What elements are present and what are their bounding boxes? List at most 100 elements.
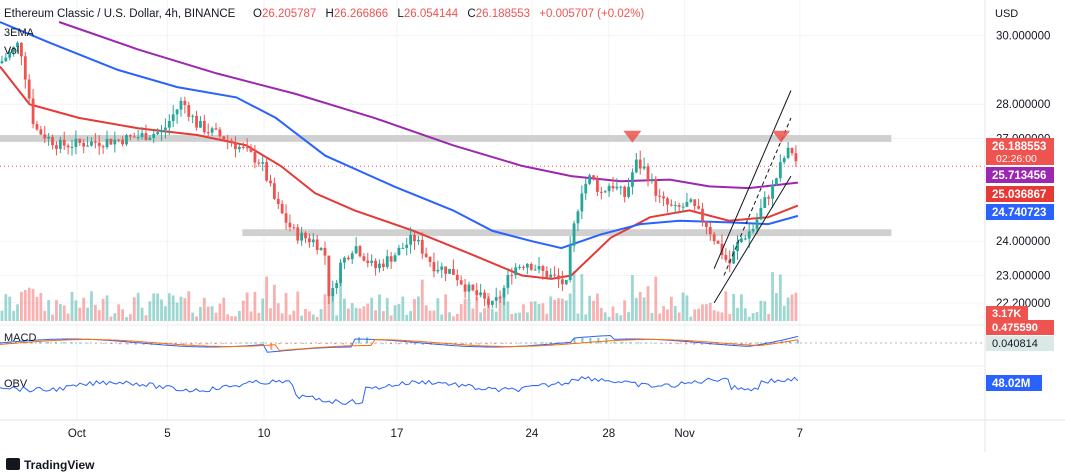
macd-hist-bar <box>158 343 161 345</box>
macd-hist-bar <box>573 338 576 344</box>
candle-body <box>743 238 747 240</box>
volume-bar <box>782 305 786 321</box>
volume-bar <box>346 308 350 321</box>
candle-body <box>483 292 486 299</box>
candle-body <box>794 153 798 162</box>
volume-bar <box>420 279 424 321</box>
candle-body <box>304 232 307 239</box>
channel-upper-line <box>713 90 792 269</box>
candle-body <box>311 239 315 243</box>
volume-bar <box>354 307 358 321</box>
macd-hist-bar <box>397 343 400 345</box>
candle-body <box>459 280 463 285</box>
candle-body <box>697 206 701 209</box>
macd-hist-bar <box>677 343 680 345</box>
candle-body <box>167 121 171 128</box>
candle-body <box>627 186 630 197</box>
volume-bar <box>156 293 160 321</box>
volume-bar <box>78 307 82 321</box>
candle-layer <box>0 41 798 309</box>
candle-body <box>370 260 374 263</box>
candle-body <box>615 186 619 189</box>
candle-body <box>490 300 494 305</box>
candle-body <box>638 159 642 169</box>
macd-label[interactable]: MACD <box>4 332 36 344</box>
volume-bar <box>634 297 638 321</box>
volume-bar <box>47 300 51 321</box>
volume-bar <box>751 313 755 321</box>
ema-line-ema-mid <box>0 21 799 250</box>
volume-bar <box>230 316 233 321</box>
candle-body <box>724 255 728 260</box>
tradingview-logo[interactable]: TradingView <box>6 458 95 472</box>
candle-body <box>704 221 708 227</box>
volume-bar <box>564 300 568 321</box>
volume-bar <box>471 308 475 321</box>
macd-hist-bar <box>286 343 289 344</box>
macd-hist-bar <box>533 342 536 344</box>
volume-bar <box>199 306 202 321</box>
candle-body <box>467 284 471 292</box>
macd-hist-bar <box>118 343 121 345</box>
candle-body <box>611 185 615 189</box>
volume-bar <box>603 312 607 321</box>
volume-bar <box>206 306 210 321</box>
candle-body <box>654 178 658 196</box>
candle-body <box>117 139 121 141</box>
volume-bar <box>74 300 78 321</box>
candle-body <box>564 279 568 285</box>
volume-bar <box>4 294 8 321</box>
volume-bar <box>455 313 459 321</box>
volume-bar <box>685 295 689 321</box>
volume-bar <box>502 297 506 321</box>
candle-body <box>315 239 319 250</box>
volume-bar <box>308 311 311 321</box>
candle-body <box>90 141 93 146</box>
volume-bar <box>381 311 385 321</box>
volume-bar <box>790 294 794 321</box>
macd-hist-bar <box>222 343 225 344</box>
candle-body <box>171 114 175 122</box>
volume-bar <box>436 298 440 321</box>
candle-body <box>420 239 424 254</box>
candle-body <box>136 137 140 139</box>
x-tick-label: 17 <box>391 428 404 440</box>
volume-bar <box>537 303 541 321</box>
x-tick-label: 5 <box>164 428 170 440</box>
volume-bar <box>557 298 560 321</box>
volume-bar <box>218 303 222 321</box>
volume-indicator-label[interactable]: Vol <box>4 45 19 57</box>
macd-hist-bar <box>645 342 648 344</box>
volume-bar <box>195 316 198 321</box>
candle-body <box>179 100 183 110</box>
candle-body <box>187 105 191 117</box>
obv-label[interactable]: OBV <box>4 378 28 390</box>
candle-body <box>308 238 311 243</box>
y-tick-label: 28.000000 <box>996 99 1050 111</box>
candle-body <box>775 178 778 185</box>
volume-bar <box>237 310 241 321</box>
candle-body <box>121 139 124 145</box>
x-tick-labels: Oct 5 10 17 24 28 Nov 7 <box>68 428 803 440</box>
volume-bar <box>510 314 514 321</box>
volume-bar <box>786 297 790 321</box>
volume-bar <box>708 302 712 321</box>
candle-body <box>436 269 440 272</box>
volume-bar <box>413 299 416 321</box>
candle-body <box>257 162 261 164</box>
candle-body <box>148 137 152 140</box>
candle-body <box>206 132 210 134</box>
candle-body <box>533 269 537 271</box>
candle-body <box>689 199 693 202</box>
volume-bar <box>20 291 23 321</box>
candle-body <box>0 61 4 64</box>
candle-body <box>300 232 304 241</box>
ema-indicator-label[interactable]: 3EMA <box>4 27 35 39</box>
macd-layer <box>0 334 985 353</box>
marker-layer <box>623 130 791 143</box>
macd-hist-bar <box>358 337 361 344</box>
volume-bar <box>214 312 218 321</box>
candle-body <box>43 134 47 139</box>
volume-bar <box>140 307 144 321</box>
